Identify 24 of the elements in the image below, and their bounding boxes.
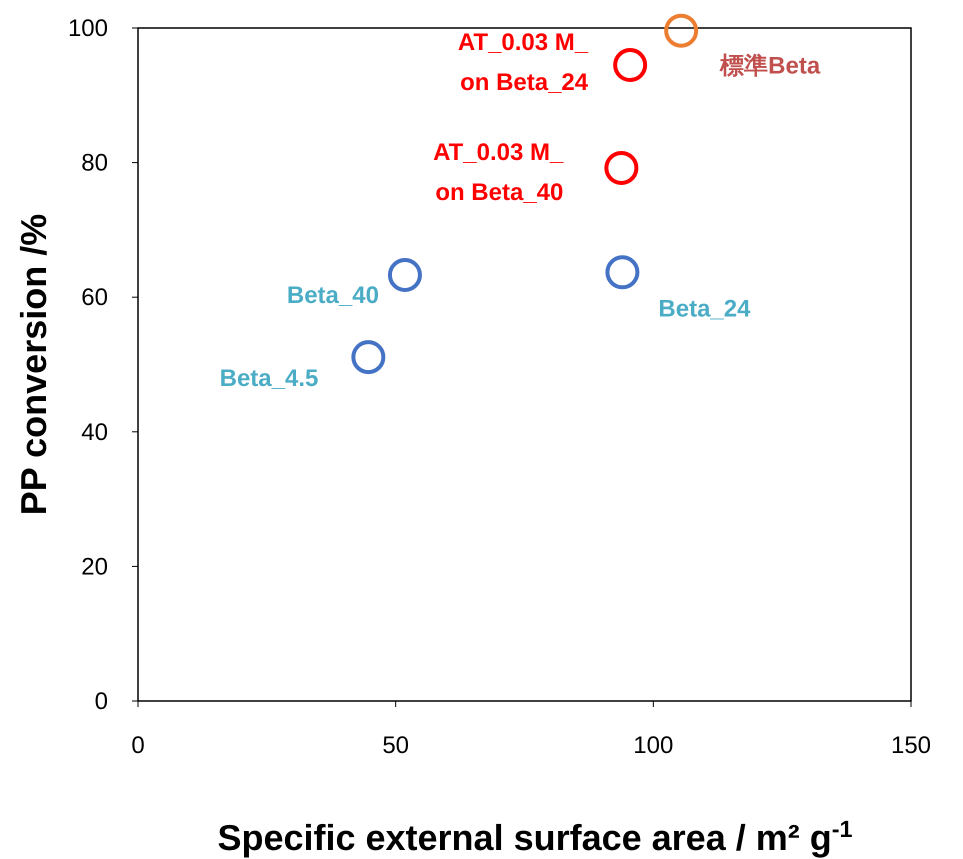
y-tick-label: 60 (81, 284, 108, 312)
y-axis-title: PP conversion /% (13, 214, 54, 516)
x-tick-label: 150 (890, 732, 932, 759)
x-tick-label: 0 (131, 732, 145, 759)
x-axis-title: Specific external surface area / m² g$^{-1}$ (217, 816, 853, 858)
series-label: AT_0.03 M_ on Beta_24 (458, 29, 589, 96)
y-tick-label: 0 (94, 688, 108, 715)
series-label: Beta_24 (658, 295, 752, 322)
point (388, 258, 422, 292)
series-label: Beta_40 (286, 282, 379, 309)
y-tick-label: 20 (81, 553, 108, 580)
x-tick-label: 100 (633, 732, 674, 759)
point (613, 48, 648, 82)
series-label: Beta_4.5 (220, 365, 318, 392)
point (605, 255, 640, 290)
y-tick-label: 80 (81, 150, 108, 177)
y-tick-label: 40 (81, 418, 108, 446)
point (604, 150, 638, 185)
y-tick-label: 100 (68, 15, 108, 42)
point (351, 340, 386, 374)
point (664, 14, 698, 48)
series-label: 標準Beta (719, 52, 821, 80)
series-label: AT_0.03 M_ on Beta_40 (433, 138, 564, 206)
x-tick-label: 50 (382, 732, 410, 759)
